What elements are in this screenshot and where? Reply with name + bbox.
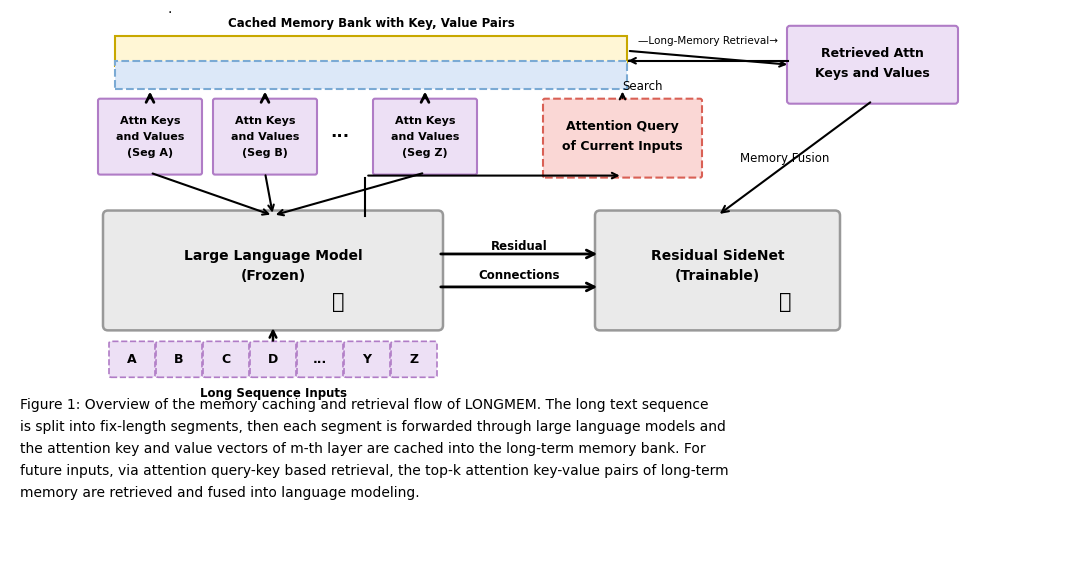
Text: of Current Inputs: of Current Inputs (562, 140, 683, 153)
Bar (115, 61, 627, 88)
Text: D: D (268, 353, 279, 366)
Text: Search: Search (622, 80, 663, 93)
Text: C: C (222, 353, 231, 366)
Text: Figure 1: Overview of the memory caching and retrieval flow of LONGMEM. The long: Figure 1: Overview of the memory caching… (20, 398, 708, 412)
Text: .: . (168, 2, 172, 16)
Text: Attn Keys: Attn Keys (235, 116, 295, 125)
Text: Attention Query: Attention Query (566, 120, 679, 133)
FancyBboxPatch shape (156, 342, 202, 377)
Text: B: B (174, 353, 184, 366)
FancyBboxPatch shape (297, 342, 343, 377)
Text: Attn Keys: Attn Keys (120, 116, 181, 125)
Text: future inputs, via attention query-key based retrieval, the top-k attention key-: future inputs, via attention query-key b… (20, 464, 729, 478)
Text: Residual: Residual (491, 240, 547, 253)
Text: Long Sequence Inputs: Long Sequence Inputs (199, 387, 346, 400)
FancyBboxPatch shape (203, 342, 249, 377)
Text: ...: ... (313, 353, 327, 366)
FancyBboxPatch shape (787, 26, 959, 103)
Text: and Values: and Values (115, 132, 184, 142)
Text: Large Language Model: Large Language Model (184, 250, 362, 264)
Text: (Trainable): (Trainable) (675, 269, 761, 283)
Text: Y: Y (362, 353, 371, 366)
Bar (115, 36, 627, 66)
Text: Connections: Connections (479, 269, 559, 283)
Text: memory are retrieved and fused into language modeling.: memory are retrieved and fused into lang… (20, 486, 420, 500)
Text: and Values: and Values (231, 132, 299, 142)
Text: —Long-Memory Retrieval→: —Long-Memory Retrieval→ (639, 36, 779, 46)
FancyBboxPatch shape (109, 342, 154, 377)
FancyBboxPatch shape (98, 99, 202, 175)
FancyBboxPatch shape (103, 210, 443, 331)
Text: Retrieved Attn: Retrieved Attn (821, 47, 924, 60)
FancyBboxPatch shape (391, 342, 437, 377)
Text: A: A (127, 353, 137, 366)
Text: 🧊: 🧊 (332, 292, 344, 312)
FancyBboxPatch shape (250, 342, 296, 377)
Text: Attn Keys: Attn Keys (395, 116, 455, 125)
Text: Z: Z (409, 353, 419, 366)
Text: the attention key and value vectors of m-th layer are cached into the long-term : the attention key and value vectors of m… (20, 442, 706, 456)
FancyBboxPatch shape (373, 99, 477, 175)
Text: is split into fix-length segments, then each segment is forwarded through large : is split into fix-length segments, then … (20, 420, 726, 434)
Text: Keys and Values: Keys and Values (815, 67, 930, 80)
FancyBboxPatch shape (595, 210, 840, 331)
Text: (Seg A): (Seg A) (127, 147, 173, 158)
Text: 🔥: 🔥 (779, 292, 792, 312)
FancyBboxPatch shape (213, 99, 317, 175)
FancyBboxPatch shape (543, 99, 702, 177)
Text: and Values: and Values (391, 132, 459, 142)
Text: Memory Fusion: Memory Fusion (740, 151, 830, 165)
Text: ···: ··· (331, 128, 349, 146)
Text: Residual SideNet: Residual SideNet (651, 250, 784, 264)
Text: Cached Memory Bank with Key, Value Pairs: Cached Memory Bank with Key, Value Pairs (227, 17, 515, 30)
Text: (Frozen): (Frozen) (240, 269, 306, 283)
Text: (Seg B): (Seg B) (242, 147, 288, 158)
FancyBboxPatch shape (344, 342, 390, 377)
Text: (Seg Z): (Seg Z) (403, 147, 448, 158)
